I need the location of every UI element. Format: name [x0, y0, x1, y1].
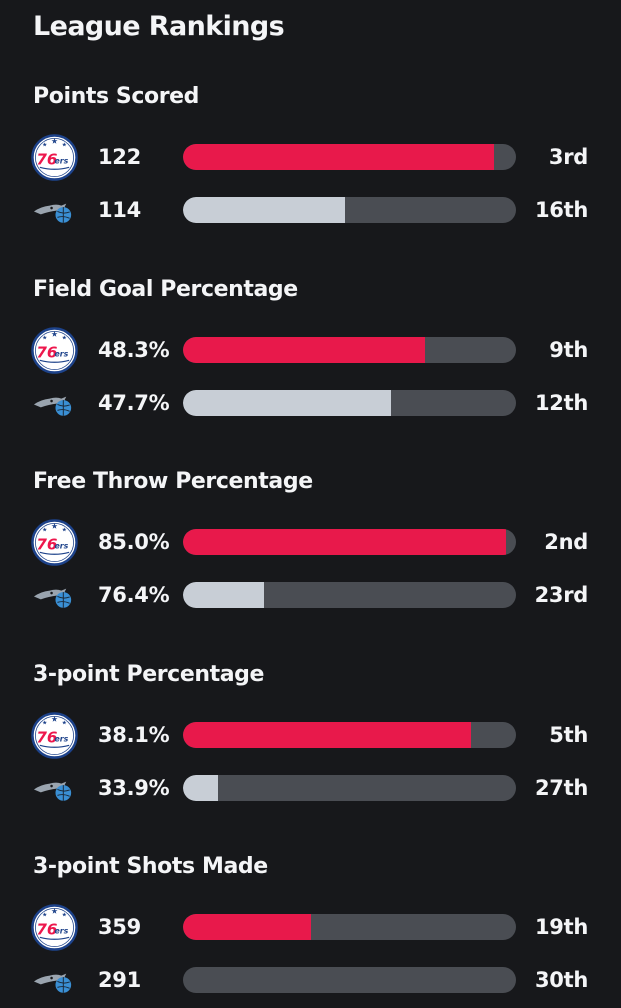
magic-logo-icon — [31, 572, 78, 619]
svg-text:ers: ers — [55, 349, 69, 358]
league-rank: 19th — [534, 915, 588, 939]
svg-text:ers: ers — [55, 541, 69, 550]
stat-value: 359 — [98, 915, 141, 939]
magic-logo-icon — [31, 957, 78, 1004]
magic-logo-icon — [31, 187, 78, 234]
svg-text:ers: ers — [55, 926, 69, 935]
magic-logo-icon — [31, 380, 78, 427]
sixers-logo-icon: 76 ers — [31, 519, 78, 566]
ranking-bar-fill — [183, 582, 264, 608]
league-rank: 23rd — [534, 583, 589, 607]
svg-text:ers: ers — [55, 156, 69, 165]
stat-value: 38.1% — [98, 723, 170, 747]
ranking-bar-track — [183, 722, 516, 748]
section-title: 3-point Percentage — [33, 662, 265, 687]
stat-row-magic: 76.4% 23rd — [0, 569, 621, 621]
ranking-bar-track — [183, 914, 516, 940]
sixers-logo-icon: 76 ers — [31, 904, 78, 951]
stat-row-sixers: 76 ers 48.3% 9th — [0, 324, 621, 376]
page-title: League Rankings — [33, 11, 285, 42]
ranking-bar-track — [183, 967, 516, 993]
league-rank: 2nd — [544, 530, 588, 554]
ranking-bar-track — [183, 144, 516, 170]
ranking-bar-fill — [183, 722, 472, 748]
league-rank: 27th — [534, 776, 588, 800]
stat-row-magic: 291 30th — [0, 954, 621, 1006]
section-title: Points Scored — [33, 84, 200, 109]
svg-text:76: 76 — [36, 920, 57, 938]
magic-logo-icon — [31, 765, 78, 812]
section-title: 3-point Shots Made — [33, 854, 268, 879]
stat-row-magic: 114 16th — [0, 184, 621, 236]
stat-row-sixers: 76 ers 122 3rd — [0, 131, 621, 183]
stat-value: 47.7% — [98, 391, 170, 415]
section-title: Field Goal Percentage — [33, 277, 298, 302]
svg-text:76: 76 — [36, 343, 57, 361]
stat-row-magic: 33.9% 27th — [0, 762, 621, 814]
svg-text:ers: ers — [55, 734, 69, 743]
ranking-bar-track — [183, 390, 516, 416]
league-rank: 16th — [534, 198, 588, 222]
svg-text:76: 76 — [36, 150, 57, 168]
svg-text:76: 76 — [36, 728, 57, 746]
stat-value: 122 — [98, 145, 141, 169]
stat-value: 291 — [98, 968, 141, 992]
league-rank: 5th — [549, 723, 588, 747]
league-rank: 3rd — [548, 145, 588, 169]
stat-row-magic: 47.7% 12th — [0, 377, 621, 429]
league-rank: 12th — [534, 391, 588, 415]
stat-row-sixers: 76 ers 85.0% 2nd — [0, 516, 621, 568]
stat-row-sixers: 76 ers 359 19th — [0, 901, 621, 953]
ranking-bar-track — [183, 582, 516, 608]
stat-row-sixers: 76 ers 38.1% 5th — [0, 709, 621, 761]
ranking-bar-track — [183, 197, 516, 223]
stat-value: 76.4% — [98, 583, 170, 607]
ranking-bar-fill — [183, 390, 392, 416]
svg-text:76: 76 — [36, 535, 57, 553]
sixers-logo-icon: 76 ers — [31, 712, 78, 759]
ranking-bar-fill — [183, 144, 495, 170]
ranking-bar-track — [183, 529, 516, 555]
sixers-logo-icon: 76 ers — [31, 134, 78, 181]
ranking-bar-track — [183, 775, 516, 801]
stat-value: 48.3% — [98, 338, 170, 362]
ranking-bar-fill — [183, 914, 312, 940]
league-rank: 9th — [549, 338, 588, 362]
sixers-logo-icon: 76 ers — [31, 327, 78, 374]
stat-value: 85.0% — [98, 530, 170, 554]
stat-value: 114 — [98, 198, 141, 222]
ranking-bar-fill — [183, 529, 506, 555]
section-title: Free Throw Percentage — [33, 469, 313, 494]
ranking-bar-fill — [183, 775, 218, 801]
ranking-bar-track — [183, 337, 516, 363]
ranking-bar-fill — [183, 197, 345, 223]
ranking-bar-fill — [183, 337, 426, 363]
stat-value: 33.9% — [98, 776, 170, 800]
league-rank: 30th — [534, 968, 588, 992]
